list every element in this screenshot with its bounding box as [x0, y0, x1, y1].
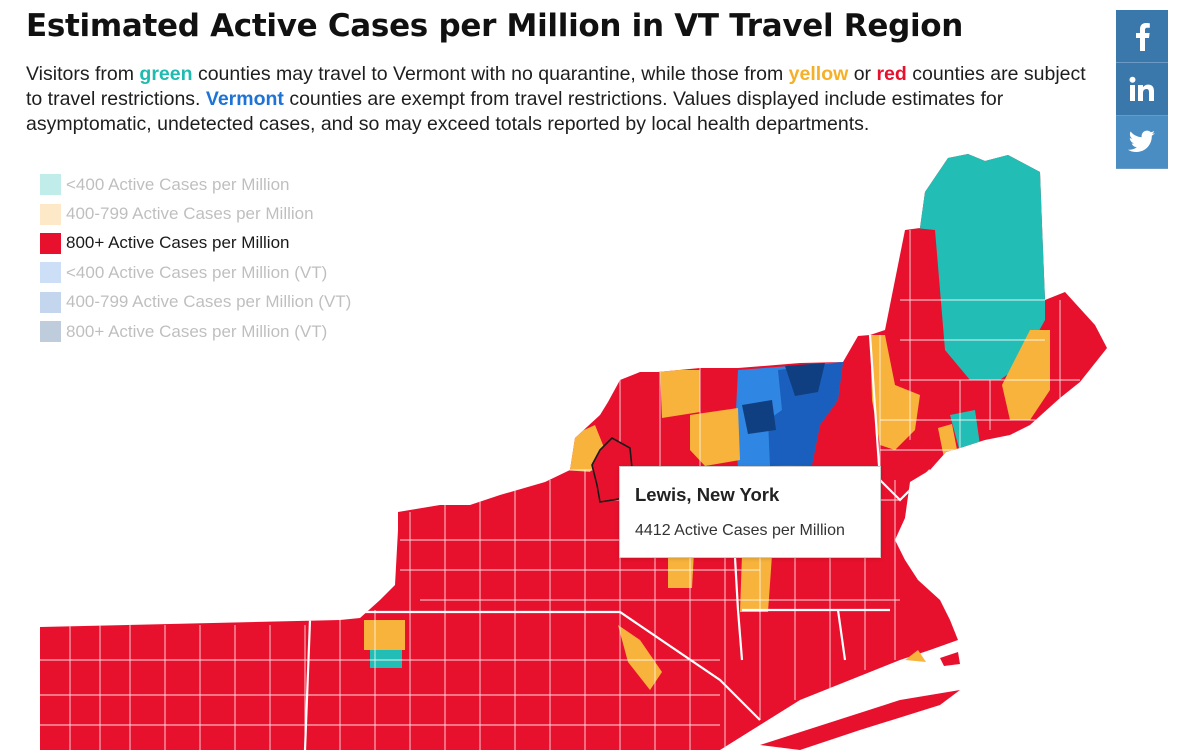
legend-swatch — [40, 232, 61, 254]
twitter-icon — [1128, 130, 1155, 152]
green-county-region[interactable] — [910, 150, 1045, 380]
map-description: Visitors from green counties may travel … — [26, 62, 1096, 137]
legend-item-vt-low[interactable]: <400 Active Cases per Million (VT) — [40, 258, 351, 287]
green-county-region[interactable] — [950, 410, 980, 452]
legend-swatch — [40, 174, 61, 196]
yellow-county-region[interactable] — [364, 620, 405, 650]
social-share-bar — [1116, 10, 1168, 169]
description-text: counties may travel to Vermont with no q… — [192, 63, 789, 85]
yellow-county-region[interactable] — [660, 370, 700, 418]
description-text: counties are subject to travel restricti… — [26, 63, 1086, 110]
green-keyword: green — [139, 63, 193, 85]
map-legend: <400 Active Cases per Million 400-799 Ac… — [40, 170, 351, 346]
green-county-region[interactable] — [370, 650, 402, 668]
description-text: counties are exempt from travel restrict… — [26, 88, 1004, 135]
yellow-county-region[interactable] — [690, 408, 740, 466]
legend-swatch — [40, 203, 61, 225]
twitter-share-button[interactable] — [1116, 116, 1168, 169]
legend-item-yellow[interactable]: 400-799 Active Cases per Million — [40, 199, 351, 228]
yellow-county-region[interactable] — [740, 555, 772, 612]
linkedin-share-button[interactable] — [1116, 63, 1168, 116]
legend-label: 400-799 Active Cases per Million — [66, 204, 314, 224]
legend-label: 800+ Active Cases per Million (VT) — [66, 321, 328, 341]
vermont-region[interactable] — [742, 400, 776, 434]
legend-swatch — [40, 291, 61, 313]
legend-label: 400-799 Active Cases per Million (VT) — [66, 292, 352, 312]
long-island-region[interactable] — [760, 690, 960, 750]
legend-label: <400 Active Cases per Million (VT) — [66, 262, 328, 282]
description-text: or — [848, 63, 877, 85]
yellow-county-region[interactable] — [870, 335, 920, 450]
yellow-county-region[interactable] — [905, 650, 926, 662]
tooltip-county-name: Lewis, New York — [635, 484, 780, 505]
red-keyword: red — [876, 63, 907, 85]
legend-label: <400 Active Cases per Million — [66, 174, 290, 194]
yellow-county-region[interactable] — [618, 625, 662, 690]
legend-swatch — [40, 321, 61, 343]
legend-item-vt-high[interactable]: 800+ Active Cases per Million (VT) — [40, 317, 351, 346]
linkedin-icon — [1129, 76, 1154, 101]
legend-item-vt-mid[interactable]: 400-799 Active Cases per Million (VT) — [40, 288, 351, 317]
map-regions — [40, 150, 1107, 750]
county-tooltip: Lewis, New York 4412 Active Cases per Mi… — [619, 466, 881, 558]
vermont-keyword: Vermont — [205, 88, 284, 110]
vermont-region[interactable] — [785, 363, 825, 396]
tooltip-case-value: 4412 Active Cases per Million — [635, 522, 845, 539]
red-county-region[interactable] — [940, 652, 960, 666]
legend-item-red[interactable]: 800+ Active Cases per Million — [40, 229, 351, 258]
description-text: Visitors from — [26, 63, 140, 85]
facebook-icon — [1136, 23, 1150, 51]
facebook-share-button[interactable] — [1116, 10, 1168, 63]
vermont-region[interactable] — [768, 362, 843, 466]
yellow-county-region[interactable] — [938, 424, 958, 458]
yellow-county-region[interactable] — [1002, 330, 1050, 420]
legend-item-green[interactable]: <400 Active Cases per Million — [40, 170, 351, 199]
legend-swatch — [40, 262, 61, 284]
county-map[interactable] — [0, 140, 1200, 750]
page-title: Estimated Active Cases per Million in VT… — [26, 8, 964, 44]
yellow-keyword: yellow — [788, 63, 849, 85]
legend-label: 800+ Active Cases per Million — [66, 233, 290, 253]
